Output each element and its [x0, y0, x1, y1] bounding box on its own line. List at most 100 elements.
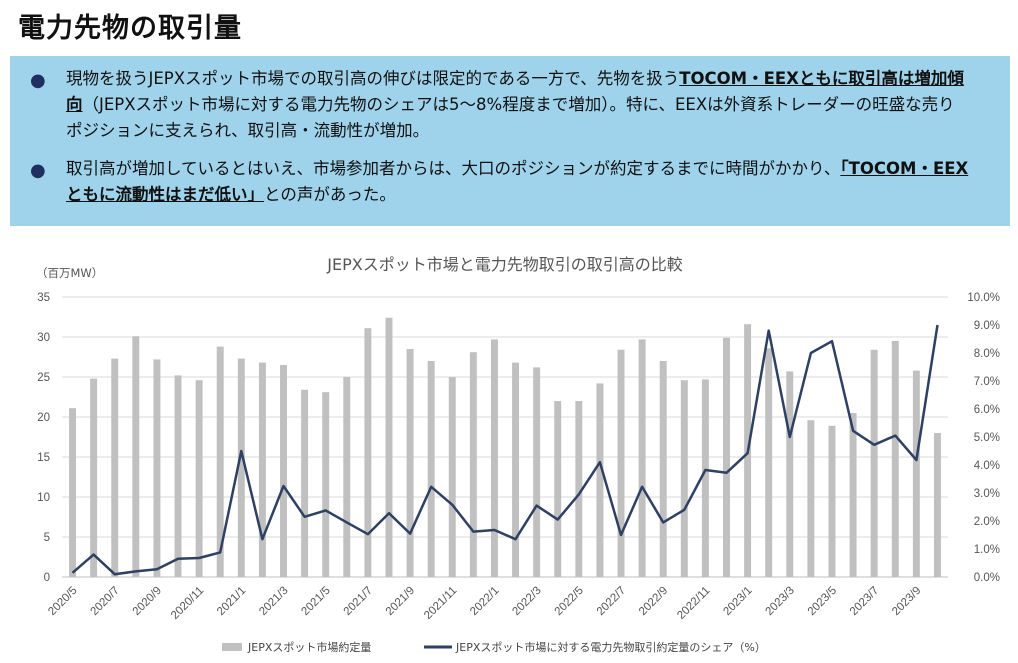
bullet-1-text-tail: （JEPXスポット市場に対する電力先物のシェアは5～8%程度まで増加）。特に、E…	[66, 95, 955, 140]
bar	[237, 358, 245, 577]
y-left-tick-label: 15	[37, 452, 50, 464]
bar	[933, 433, 941, 577]
y-right-tick-label: 2.0%	[974, 516, 1000, 528]
x-tick-label: 2020/7	[88, 585, 121, 618]
y-left-unit-label: （百万MW）	[36, 266, 103, 280]
bar	[195, 380, 203, 577]
bar	[807, 420, 815, 577]
bar	[617, 349, 625, 577]
x-tick-label: 2022/9	[637, 585, 670, 618]
bar	[659, 361, 667, 577]
x-tick-label: 2022/1	[468, 585, 501, 618]
page-title: 電力先物の取引量	[18, 13, 242, 44]
bar	[870, 349, 878, 577]
y-left-axis: 0 5 10 15 20 25 30 35	[37, 292, 50, 584]
bar	[216, 346, 224, 577]
bar	[723, 337, 730, 577]
share-line	[71, 324, 939, 576]
x-tick-label: 2023/3	[764, 585, 797, 618]
legend-bar-label: JEPXスポット市場約定量	[247, 640, 371, 654]
bar	[301, 389, 309, 577]
line-series	[71, 324, 939, 576]
bullet-1: ● 現物を扱うJEPXスポット市場での取引高の伸びは限定的である一方で、先物を扱…	[30, 66, 970, 144]
x-tick-label: 2023/1	[721, 585, 754, 618]
bar	[596, 383, 604, 577]
chart-legend: JEPXスポット市場約定量 JEPXスポット市場に対する電力先物取引約定量のシェ…	[222, 640, 766, 654]
bar	[912, 370, 920, 577]
bar	[891, 341, 899, 577]
y-left-tick-label: 20	[37, 412, 50, 424]
bar	[469, 352, 477, 577]
x-tick-label: 2020/11	[169, 585, 206, 622]
bullet-dot-icon: ●	[30, 160, 46, 181]
y-right-tick-label: 7.0%	[974, 376, 1000, 388]
x-tick-label: 2023/5	[806, 585, 839, 618]
x-tick-label: 2021/7	[342, 585, 375, 618]
legend-line-label: JEPXスポット市場に対する電力先物取引約定量のシェア（%）	[455, 640, 766, 654]
bar	[490, 339, 498, 577]
x-tick-label: 2023/9	[890, 585, 923, 618]
legend-bar-swatch	[222, 643, 242, 651]
y-left-tick-label: 30	[37, 332, 50, 344]
bar	[427, 361, 435, 577]
y-left-tick-label: 10	[37, 492, 50, 504]
bar	[701, 379, 709, 577]
x-tick-label: 2020/5	[46, 585, 79, 618]
bar-series	[69, 317, 941, 577]
bar	[406, 349, 414, 577]
bar	[258, 362, 266, 577]
bullet-2-text-tail: との声があった。	[264, 185, 396, 204]
x-tick-label: 2022/7	[595, 585, 628, 618]
bar	[385, 317, 393, 577]
y-right-tick-label: 1.0%	[974, 544, 1000, 556]
bar	[90, 378, 98, 577]
summary-banner: ● 現物を扱うJEPXスポット市場での取引高の伸びは限定的である一方で、先物を扱…	[10, 56, 1010, 226]
bullet-2-highlight: 「TOCOM・EEXともに流動性はまだ低い」	[66, 159, 969, 204]
bar	[638, 339, 646, 577]
x-tick-label: 2023/7	[848, 585, 881, 618]
bar	[828, 425, 836, 577]
x-tick-label: 2022/3	[510, 585, 543, 618]
y-right-tick-label: 3.0%	[974, 488, 1000, 500]
y-right-tick-label: 9.0%	[974, 320, 1000, 332]
bar	[153, 359, 161, 577]
bullet-2-text: 取引高が増加しているとはいえ、市場参加者からは、大口のポジションが約定するまでに…	[66, 159, 841, 178]
y-right-tick-label: 8.0%	[974, 348, 1000, 360]
bar	[280, 365, 287, 577]
bar	[364, 328, 372, 577]
bullet-2: ● 取引高が増加しているとはいえ、市場参加者からは、大口のポジションが約定するま…	[30, 156, 970, 208]
x-tick-label: 2021/3	[257, 585, 290, 618]
y-left-tick-label: 0	[44, 572, 50, 584]
x-tick-label: 2022/5	[553, 585, 586, 618]
y-right-axis: 0.0% 1.0% 2.0% 3.0% 4.0% 5.0% 6.0% 7.0% 8.0% 9.0%…	[967, 292, 1000, 584]
bar	[512, 362, 520, 577]
bar	[322, 392, 330, 577]
bar	[680, 380, 688, 577]
bar	[786, 371, 794, 577]
y-right-tick-label: 4.0%	[974, 460, 1000, 472]
bullet-1-highlight: TOCOM・EEXともに取引高は増加傾向	[66, 69, 964, 114]
bar	[849, 413, 857, 577]
bar	[533, 367, 541, 577]
bar	[765, 348, 773, 577]
chart-title: JEPXスポット市場と電力先物取引の取引高の比較	[326, 255, 682, 274]
x-tick-label: 2021/9	[384, 585, 417, 618]
y-left-tick-label: 25	[37, 372, 50, 384]
y-right-tick-label: 10.0%	[967, 292, 1000, 304]
bar	[132, 336, 140, 577]
bar	[174, 375, 182, 577]
y-right-tick-label: 0.0%	[974, 572, 1000, 584]
bar	[448, 377, 456, 577]
x-tick-label: 2022/11	[675, 585, 712, 622]
y-right-tick-label: 5.0%	[974, 432, 1000, 444]
y-left-tick-label: 5	[44, 532, 50, 544]
bullet-1-text: 現物を扱うJEPXスポット市場での取引高の伸びは限定的である一方で、先物を扱う	[66, 69, 680, 88]
bar	[575, 401, 583, 577]
bar	[69, 408, 77, 577]
x-tick-label: 2021/5	[299, 585, 332, 618]
x-tick-label: 2020/9	[131, 585, 164, 618]
bar	[111, 358, 119, 577]
x-tick-label: 2021/1	[215, 585, 248, 618]
x-tick-label: 2021/11	[422, 585, 459, 622]
